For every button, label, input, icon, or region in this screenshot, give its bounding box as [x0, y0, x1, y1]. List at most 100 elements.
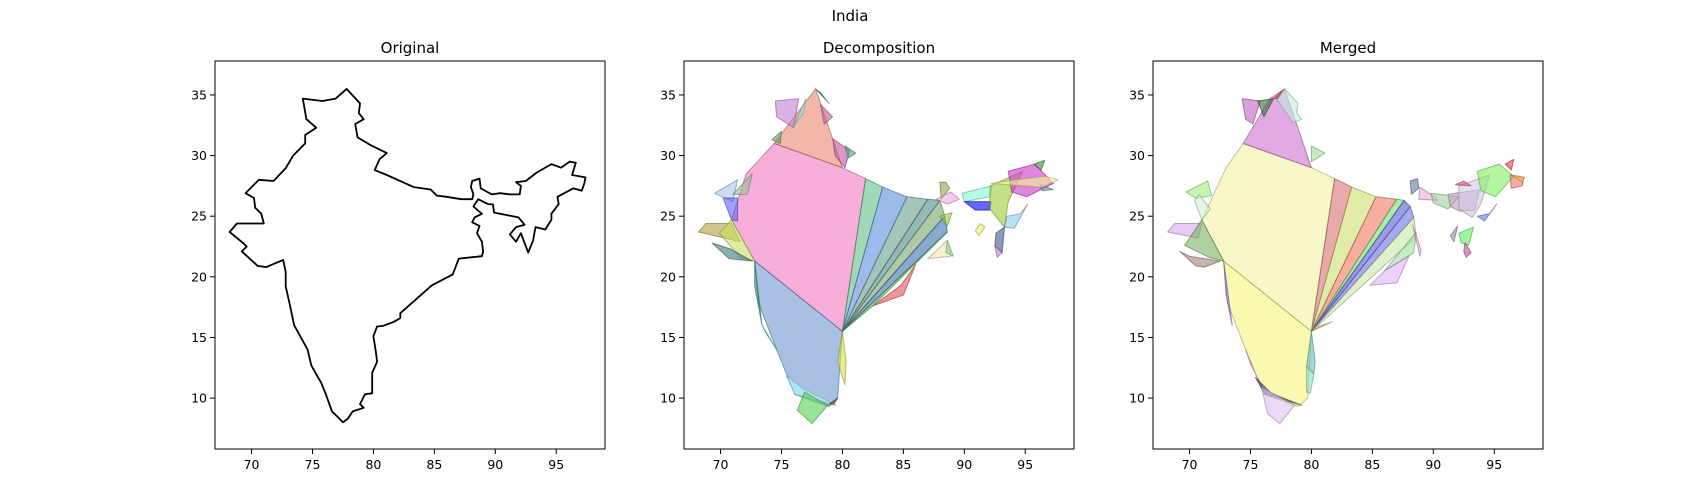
region-polygon-42: [761, 324, 778, 351]
y-tick-label: 15: [1129, 330, 1145, 345]
panel-title: Merged: [1320, 39, 1376, 57]
plot-area: [1167, 88, 1526, 424]
region-polygon-43: [837, 330, 847, 386]
y-tick-label: 10: [191, 391, 207, 406]
panel-title: Decomposition: [823, 39, 935, 57]
region-polygon-43: [1463, 242, 1472, 258]
axes-frame: [683, 60, 1075, 450]
region-polygon-25: [1223, 260, 1233, 326]
x-tick-label: 95: [1017, 457, 1033, 472]
region-polygon-46: [828, 397, 839, 405]
region-polygon-20: [1185, 180, 1212, 199]
x-tick-label: 95: [548, 457, 564, 472]
x-tick-label: 85: [895, 457, 911, 472]
region-polygon-11: [872, 264, 917, 307]
y-tick-label: 15: [191, 330, 207, 345]
x-tick-label: 75: [1243, 457, 1259, 472]
panel-2: 70 75 80 85 90 95 10 15 20 25 30 35 Decomposition: [660, 39, 1075, 472]
x-tick-label: 90: [956, 457, 972, 472]
panel-3: 70 75 80 85 90 95 10 15 20 25 30 35 Merged: [1129, 39, 1544, 472]
region-polygon-14: [939, 212, 953, 227]
plot-area: [698, 88, 1059, 424]
region-polygon-17: [963, 201, 992, 211]
country-outline: [228, 88, 587, 424]
region-polygon-27: [935, 191, 960, 205]
y-tick-label: 10: [660, 391, 676, 406]
x-tick-label: 90: [1425, 457, 1441, 472]
region-polygon-10: [841, 231, 948, 332]
region-polygon-26: [974, 223, 986, 237]
y-tick-label: 25: [1129, 209, 1145, 224]
region-polygon-28: [1306, 366, 1315, 394]
y-tick-label: 25: [660, 209, 676, 224]
figure-title: India: [831, 7, 869, 25]
x-tick-label: 75: [774, 457, 790, 472]
region-polygon-12: [1412, 224, 1422, 257]
region-polygon-13: [945, 239, 954, 257]
region-polygon-41: [1476, 203, 1498, 222]
axes-frame: [214, 60, 606, 450]
region-polygon-23: [1004, 203, 1029, 229]
region-polygon-30: [820, 104, 834, 125]
panel-title: Original: [381, 39, 440, 57]
y-tick-label: 35: [660, 87, 676, 102]
region-polygon-38: [1504, 158, 1515, 171]
x-tick-label: 90: [487, 457, 503, 472]
region-polygon-24: [1179, 250, 1221, 268]
region-polygon-36: [1454, 180, 1472, 187]
x-tick-label: 75: [305, 457, 321, 472]
region-polygon-21: [1193, 193, 1211, 221]
y-tick-label: 20: [191, 269, 207, 284]
y-tick-label: 35: [191, 87, 207, 102]
region-polygon-42: [1458, 226, 1474, 246]
x-tick-label: 70: [244, 457, 260, 472]
region-polygon-31: [1409, 178, 1420, 195]
region-polygon-37: [1476, 163, 1515, 198]
region-polygon-31: [793, 98, 807, 127]
plot-area: [228, 88, 587, 424]
y-tick-label: 30: [1129, 148, 1145, 163]
region-polygon-44: [1449, 225, 1459, 243]
region-polygon-40: [1510, 174, 1526, 183]
axes-frame: [1152, 60, 1544, 450]
region-polygon-34: [844, 145, 857, 159]
region-polygon-15: [1241, 98, 1261, 125]
region-polygon-37: [732, 173, 753, 195]
region-polygon-29: [815, 88, 830, 104]
region-polygon-17: [1257, 98, 1275, 118]
region-polygon-18: [1276, 88, 1303, 124]
y-tick-label: 20: [1129, 269, 1145, 284]
x-tick-label: 70: [1182, 457, 1198, 472]
region-polygon-45: [796, 391, 829, 424]
region-polygon-15: [939, 181, 951, 200]
region-polygon-11: [1369, 255, 1410, 286]
region-polygon-40: [711, 242, 753, 262]
region-polygon-44: [785, 375, 837, 406]
x-tick-label: 80: [1303, 457, 1319, 472]
region-polygon-41: [754, 260, 763, 326]
y-tick-label: 25: [191, 209, 207, 224]
region-polygon-36: [722, 197, 739, 222]
x-tick-label: 80: [834, 457, 850, 472]
region-polygon-16: [961, 185, 993, 203]
region-polygon-20: [1033, 159, 1046, 171]
y-tick-label: 30: [191, 148, 207, 163]
region-polygon-35: [714, 179, 739, 203]
x-tick-label: 85: [426, 457, 442, 472]
y-tick-label: 10: [1129, 391, 1145, 406]
x-tick-label: 80: [365, 457, 381, 472]
y-tick-label: 30: [660, 148, 676, 163]
y-tick-label: 35: [1129, 87, 1145, 102]
region-polygon-28: [774, 98, 800, 129]
region-polygon-13: [1310, 321, 1333, 332]
y-tick-label: 20: [660, 269, 676, 284]
region-polygon-32: [771, 130, 782, 144]
x-tick-label: 95: [1486, 457, 1502, 472]
panel-1: 70 75 80 85 90 95 10 15 20 25 30 35 Original: [191, 39, 606, 472]
region-polygon-33: [832, 138, 851, 169]
region-polygon-25: [994, 244, 1003, 258]
x-tick-label: 70: [713, 457, 729, 472]
region-polygon-22: [990, 175, 1059, 188]
